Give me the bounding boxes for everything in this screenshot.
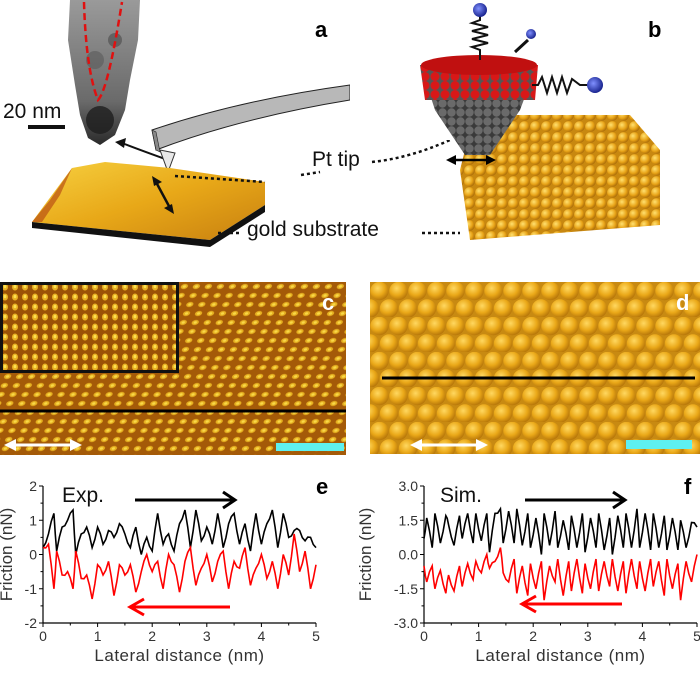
pt-tip-apex [159, 149, 176, 174]
friction-chart-exp: 0 1 2 3 4 5 -2 -1 0 1 2 Lateral distance (nm) Fricti… [0, 478, 320, 665]
panel-d: d [370, 282, 700, 454]
scale-bar-c [276, 443, 344, 451]
x-tick-label: 3 [584, 628, 592, 644]
y-tick-label: 0 [29, 547, 37, 563]
chart-annotation: Sim. [440, 484, 482, 507]
x-axis-label: Lateral distance (nm) [475, 646, 645, 665]
panel-a: 20 nm a [0, 0, 351, 250]
y-tick-label: 0.0 [399, 547, 419, 563]
y-tick-label: 1 [29, 512, 37, 528]
x-tick-label: 5 [312, 628, 320, 644]
label-gold-substrate: gold substrate [247, 218, 379, 241]
panel-letter-f: f [684, 474, 692, 499]
scale-bar-label: 20 nm [3, 100, 61, 123]
y-tick-label: 3.0 [399, 478, 419, 494]
friction-chart-sim: 0 1 2 3 4 5 -3.0 -1.5 0.0 1.5 3.0 Lateral distance … [356, 478, 700, 665]
panel-letter-a: a [315, 17, 328, 42]
panel-b: b [420, 0, 700, 250]
panel-a-illustration: 20 nm [3, 0, 351, 247]
spring-horizontal-icon [532, 73, 603, 97]
panel-letter-c: c [322, 290, 335, 315]
panel-e: 0 1 2 3 4 5 -2 -1 0 1 2 Lateral distance (nm) Fricti… [0, 460, 350, 668]
forward-trace-line [42, 507, 317, 555]
afm-topography [32, 162, 265, 247]
scan-direction-arrow-d-icon [410, 439, 488, 451]
leader-lines-b [371, 140, 460, 235]
x-tick-label: 1 [94, 628, 102, 644]
panel-letter-b: b [648, 17, 662, 42]
backward-trace-line [423, 547, 698, 601]
spring-tilted-icon [513, 29, 536, 54]
x-tick-label: 2 [148, 628, 156, 644]
y-axis-label: Friction (nN) [356, 508, 375, 602]
x-tick-label: 2 [529, 628, 537, 644]
y-tick-label: -2 [25, 615, 38, 631]
scale-bar-d [626, 440, 692, 449]
panel-letter-e: e [316, 474, 329, 499]
afm-lattice-image [0, 282, 346, 455]
y-axis-label: Friction (nN) [0, 508, 16, 602]
md-simulation-model [420, 3, 660, 240]
tip-model [420, 55, 538, 155]
panel-letter-d: d [676, 290, 690, 315]
x-axis-label: Lateral distance (nm) [94, 646, 264, 665]
y-tick-label: -3.0 [394, 615, 418, 631]
x-tick-label: 0 [39, 628, 47, 644]
x-tick-label: 4 [258, 628, 266, 644]
scan-direction-arrow-icon [4, 439, 82, 451]
x-tick-label: 0 [420, 628, 428, 644]
chart-annotation: Exp. [62, 484, 104, 507]
panel-c: c [0, 282, 346, 455]
panel-f: 0 1 2 3 4 5 -3.0 -1.5 0.0 1.5 3.0 Lateral distance … [350, 460, 700, 668]
simulated-gold-surface [370, 282, 700, 454]
y-tick-label: 1.5 [399, 512, 419, 528]
inset-filtered-image [0, 282, 179, 373]
x-tick-label: 3 [203, 628, 211, 644]
y-tick-label: 2 [29, 478, 37, 494]
y-tick-label: -1.5 [394, 581, 418, 597]
sem-tip-image [68, 0, 140, 145]
spring-vertical-icon [468, 3, 489, 60]
x-tick-label: 1 [475, 628, 483, 644]
backward-trace-line [42, 533, 317, 600]
sliding-arrow-icon [446, 155, 496, 165]
gold-substrate-model [460, 115, 660, 240]
y-tick-label: -1 [25, 581, 38, 597]
double-arrow-icon [152, 176, 174, 214]
forward-trace-line [423, 506, 698, 555]
x-tick-label: 5 [693, 628, 700, 644]
x-tick-label: 4 [639, 628, 647, 644]
scale-bar [28, 125, 65, 129]
label-pt-tip: Pt tip [312, 148, 360, 171]
